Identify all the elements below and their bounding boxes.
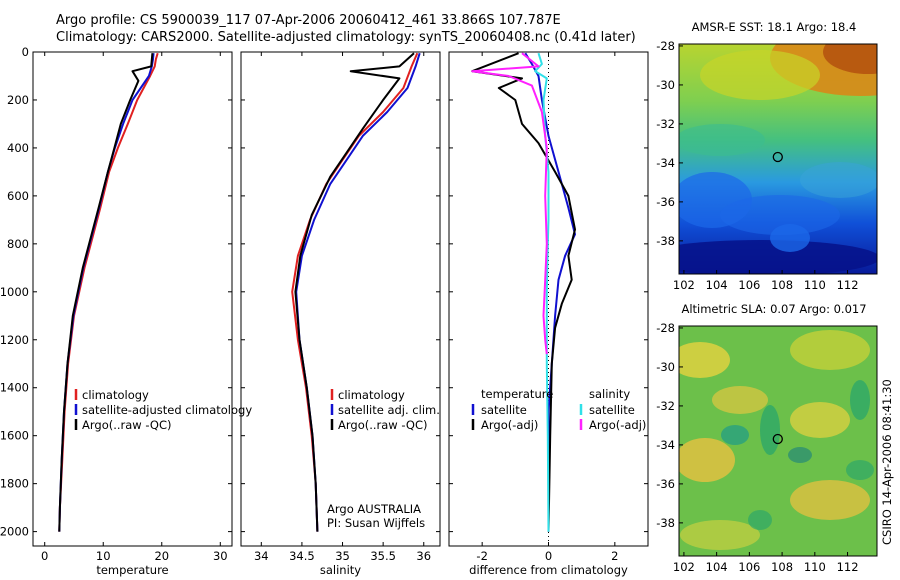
x-tick-label: 20 bbox=[154, 549, 169, 563]
y-tick-label: 200 bbox=[7, 93, 29, 107]
series-line-temperature-argo-adj- bbox=[471, 52, 576, 532]
legend-label: satellite adj. clim. bbox=[338, 403, 440, 417]
y-tick-label: -34 bbox=[656, 438, 675, 452]
legend-label: Argo(..raw -QC) bbox=[82, 418, 172, 432]
series-line-salinity-argo-adj- bbox=[471, 52, 548, 355]
legend-group-heading: temperature bbox=[481, 387, 553, 401]
legend-label: Argo(-adj) bbox=[589, 418, 646, 432]
x-tick-label: 112 bbox=[837, 278, 859, 292]
series-line-temperature-satellite bbox=[524, 52, 576, 532]
x-tick-label: 2 bbox=[611, 549, 618, 563]
x-tick-label: 102 bbox=[673, 560, 695, 574]
series-line-climatology bbox=[58, 52, 159, 532]
y-tick-label: -38 bbox=[656, 234, 675, 248]
series-line-argo-raw-qc- bbox=[294, 52, 415, 532]
x-axis-label: difference from climatology bbox=[469, 563, 628, 577]
x-tick-label: 102 bbox=[673, 278, 695, 292]
salinity-profile: 34 34.5 35 35.5 36 salinity climatologysatelli… bbox=[240, 51, 441, 577]
sst-argo-marker bbox=[772, 151, 783, 163]
legend-group-heading: salinity bbox=[589, 387, 630, 401]
plot-frame bbox=[32, 51, 233, 547]
x-axis-label: temperature bbox=[96, 563, 168, 577]
temperature-profile: 0 200 400 600 800 1000 1200 1400 1600 1800 2000 0 10… bbox=[0, 45, 252, 577]
x-tick-label: 0 bbox=[41, 549, 48, 563]
figure-title-line1: Argo profile: CS 5900039_117 07-Apr-2006… bbox=[56, 13, 561, 28]
y-tick-label: -30 bbox=[656, 78, 675, 92]
y-tick-label: -28 bbox=[656, 321, 675, 335]
map-title: AMSR-E SST: 18.1 Argo: 18.4 bbox=[692, 20, 857, 34]
x-axis-label: salinity bbox=[320, 563, 361, 577]
x-tick-label: 108 bbox=[771, 278, 793, 292]
series-line-argo-raw-qc- bbox=[58, 53, 154, 532]
series-line-satellite-adjusted-climatology bbox=[58, 53, 155, 532]
x-tick-label: 35.5 bbox=[370, 549, 396, 563]
y-tick-label: 600 bbox=[7, 189, 29, 203]
x-tick-label: 34 bbox=[254, 549, 269, 563]
amsr-sst-map-axes: AMSR-E SST: 18.1 Argo: 18.4 102 104 106 108 1… bbox=[656, 20, 858, 292]
y-tick-label: 1400 bbox=[0, 381, 29, 395]
credit-label: CSIRO 14-Apr-2006 08:41:30 bbox=[880, 379, 894, 545]
altimetric-sla-map-axes: Altimetric SLA: 0.07 Argo: 0.017 102 104 10… bbox=[656, 302, 866, 574]
x-tick-label: 108 bbox=[771, 560, 793, 574]
legend-label: climatology bbox=[338, 388, 405, 402]
panel-annotation: Argo AUSTRALIA bbox=[327, 502, 421, 516]
x-tick-label: 30 bbox=[213, 549, 228, 563]
x-tick-label: 34.5 bbox=[289, 549, 315, 563]
y-tick-label: -34 bbox=[656, 156, 675, 170]
x-tick-label: 35 bbox=[335, 549, 350, 563]
legend-label: satellite-adjusted climatology bbox=[82, 403, 252, 417]
y-tick-label: 2000 bbox=[0, 525, 29, 539]
x-tick-label: 104 bbox=[706, 560, 728, 574]
x-tick-label: 104 bbox=[706, 278, 728, 292]
x-tick-label: 110 bbox=[804, 278, 826, 292]
y-tick-label: 400 bbox=[7, 141, 29, 155]
panel-annotation: PI: Susan Wijffels bbox=[327, 516, 425, 530]
y-tick-label: 800 bbox=[7, 237, 29, 251]
y-tick-label: -32 bbox=[656, 117, 675, 131]
x-tick-label: 0 bbox=[545, 549, 552, 563]
legend-label: satellite bbox=[589, 403, 635, 417]
y-tick-label: -28 bbox=[656, 39, 675, 53]
x-tick-label: 106 bbox=[738, 560, 760, 574]
x-tick-label: 10 bbox=[96, 549, 111, 563]
y-tick-label: 1000 bbox=[0, 285, 29, 299]
map-title: Altimetric SLA: 0.07 Argo: 0.017 bbox=[681, 302, 866, 316]
x-tick-label: -2 bbox=[476, 549, 487, 563]
x-tick-label: 112 bbox=[837, 560, 859, 574]
plot-frame bbox=[240, 51, 441, 547]
x-tick-label: 36 bbox=[416, 549, 431, 563]
y-tick-label: -32 bbox=[656, 399, 675, 413]
figure-title-line2: Climatology: CARS2000. Satellite-adjuste… bbox=[56, 30, 636, 45]
y-tick-label: 1800 bbox=[0, 477, 29, 491]
y-tick-label: -36 bbox=[656, 195, 675, 209]
y-tick-label: -38 bbox=[656, 516, 675, 530]
legend-label: satellite bbox=[481, 403, 527, 417]
y-tick-label: 0 bbox=[22, 45, 29, 59]
series-line-salinity-satellite bbox=[534, 52, 550, 532]
y-tick-label: -30 bbox=[656, 360, 675, 374]
x-tick-label: 106 bbox=[738, 278, 760, 292]
y-tick-label: -36 bbox=[656, 477, 675, 491]
y-tick-label: 1600 bbox=[0, 429, 29, 443]
legend-label: climatology bbox=[82, 388, 149, 402]
legend-label: Argo(-adj) bbox=[481, 418, 538, 432]
x-tick-label: 110 bbox=[804, 560, 826, 574]
sla-map bbox=[678, 325, 878, 557]
y-tick-label: 1200 bbox=[0, 333, 29, 347]
series-line-climatology bbox=[291, 52, 419, 532]
legend-label: Argo(..raw -QC) bbox=[338, 418, 428, 432]
sst-map bbox=[678, 43, 878, 275]
sla-argo-marker bbox=[772, 433, 783, 445]
